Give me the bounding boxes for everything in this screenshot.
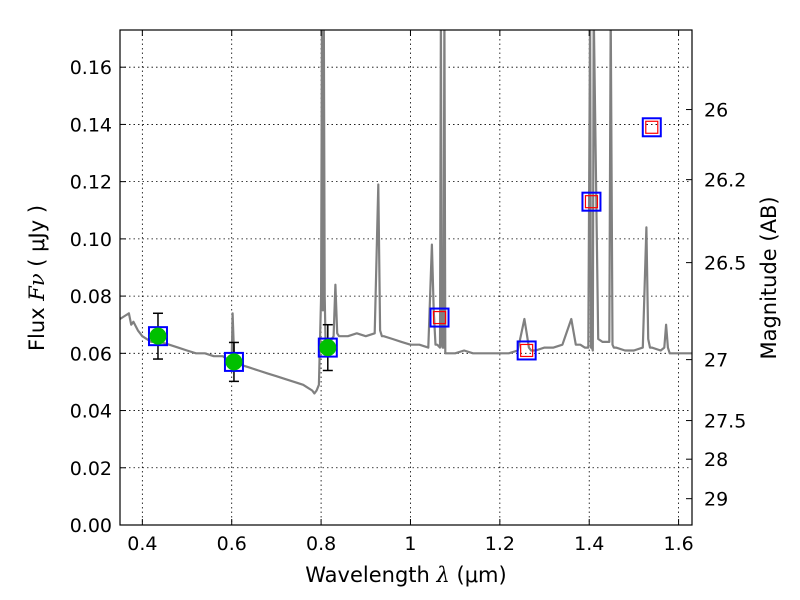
x-tick-label: 0.6 (217, 533, 247, 555)
red-square-marker (584, 195, 599, 209)
blue-square-marker (317, 337, 338, 358)
y-tick-label: 0.10 (70, 229, 112, 251)
plot-background (120, 30, 692, 525)
y-tick-label: 0.02 (70, 458, 112, 480)
y-tick-label: 0.04 (70, 401, 112, 423)
y-tick-label: 0.14 (70, 114, 112, 136)
red-square-marker (645, 120, 659, 134)
y-tick-label: 0.08 (70, 286, 112, 308)
y2-tick-label: 27 (704, 350, 728, 372)
y-tick-label: 0.00 (70, 515, 112, 537)
x-tick-label: 1 (404, 533, 416, 555)
grid (120, 30, 692, 526)
y-tick-label: 0.16 (70, 57, 112, 79)
x-tick-label: 1.6 (663, 533, 693, 555)
red-square-marker (520, 343, 534, 358)
x-tick-label: 1.4 (574, 533, 604, 555)
y-axis-label: Flux Fν ( μJy ) (25, 205, 49, 351)
y-tick-label: 0.12 (70, 172, 112, 194)
blue-square-marker (223, 351, 244, 372)
x-tick-label: 1.2 (485, 533, 515, 555)
plot-frame (119, 29, 693, 526)
y2-tick-label: 26 (704, 100, 728, 122)
observed-point (319, 339, 337, 357)
blue-square-marker (641, 117, 662, 138)
y-tick-label: 0.06 (70, 343, 112, 365)
observed-point (225, 353, 243, 371)
blue-square-marker (147, 326, 168, 347)
y2-tick-label: 26.5 (704, 253, 746, 275)
observed-point (149, 327, 167, 345)
y2-tick-label: 28 (704, 449, 728, 471)
blue-square-marker (516, 340, 537, 361)
y2-tick-label: 26.2 (704, 170, 746, 192)
points-layer (147, 117, 662, 383)
x-axis-label: Wavelength λ (μm) (305, 563, 506, 587)
blue-square-marker (581, 191, 602, 212)
y2-tick-label: 27.5 (704, 411, 746, 433)
y2-tick-label: 29 (704, 489, 728, 511)
y2-axis-label: Magnitude (AB) (757, 196, 781, 359)
x-tick-label: 0.4 (127, 533, 157, 555)
x-tick-label: 0.8 (306, 533, 336, 555)
blue-square-marker (429, 307, 450, 328)
red-square-marker (432, 310, 447, 325)
ticks-layer: 0.4 0.6 0.8 1 1.2 1.4 1.6 0.00 0.02 0.04 0.06 0.08 0… (70, 30, 746, 555)
